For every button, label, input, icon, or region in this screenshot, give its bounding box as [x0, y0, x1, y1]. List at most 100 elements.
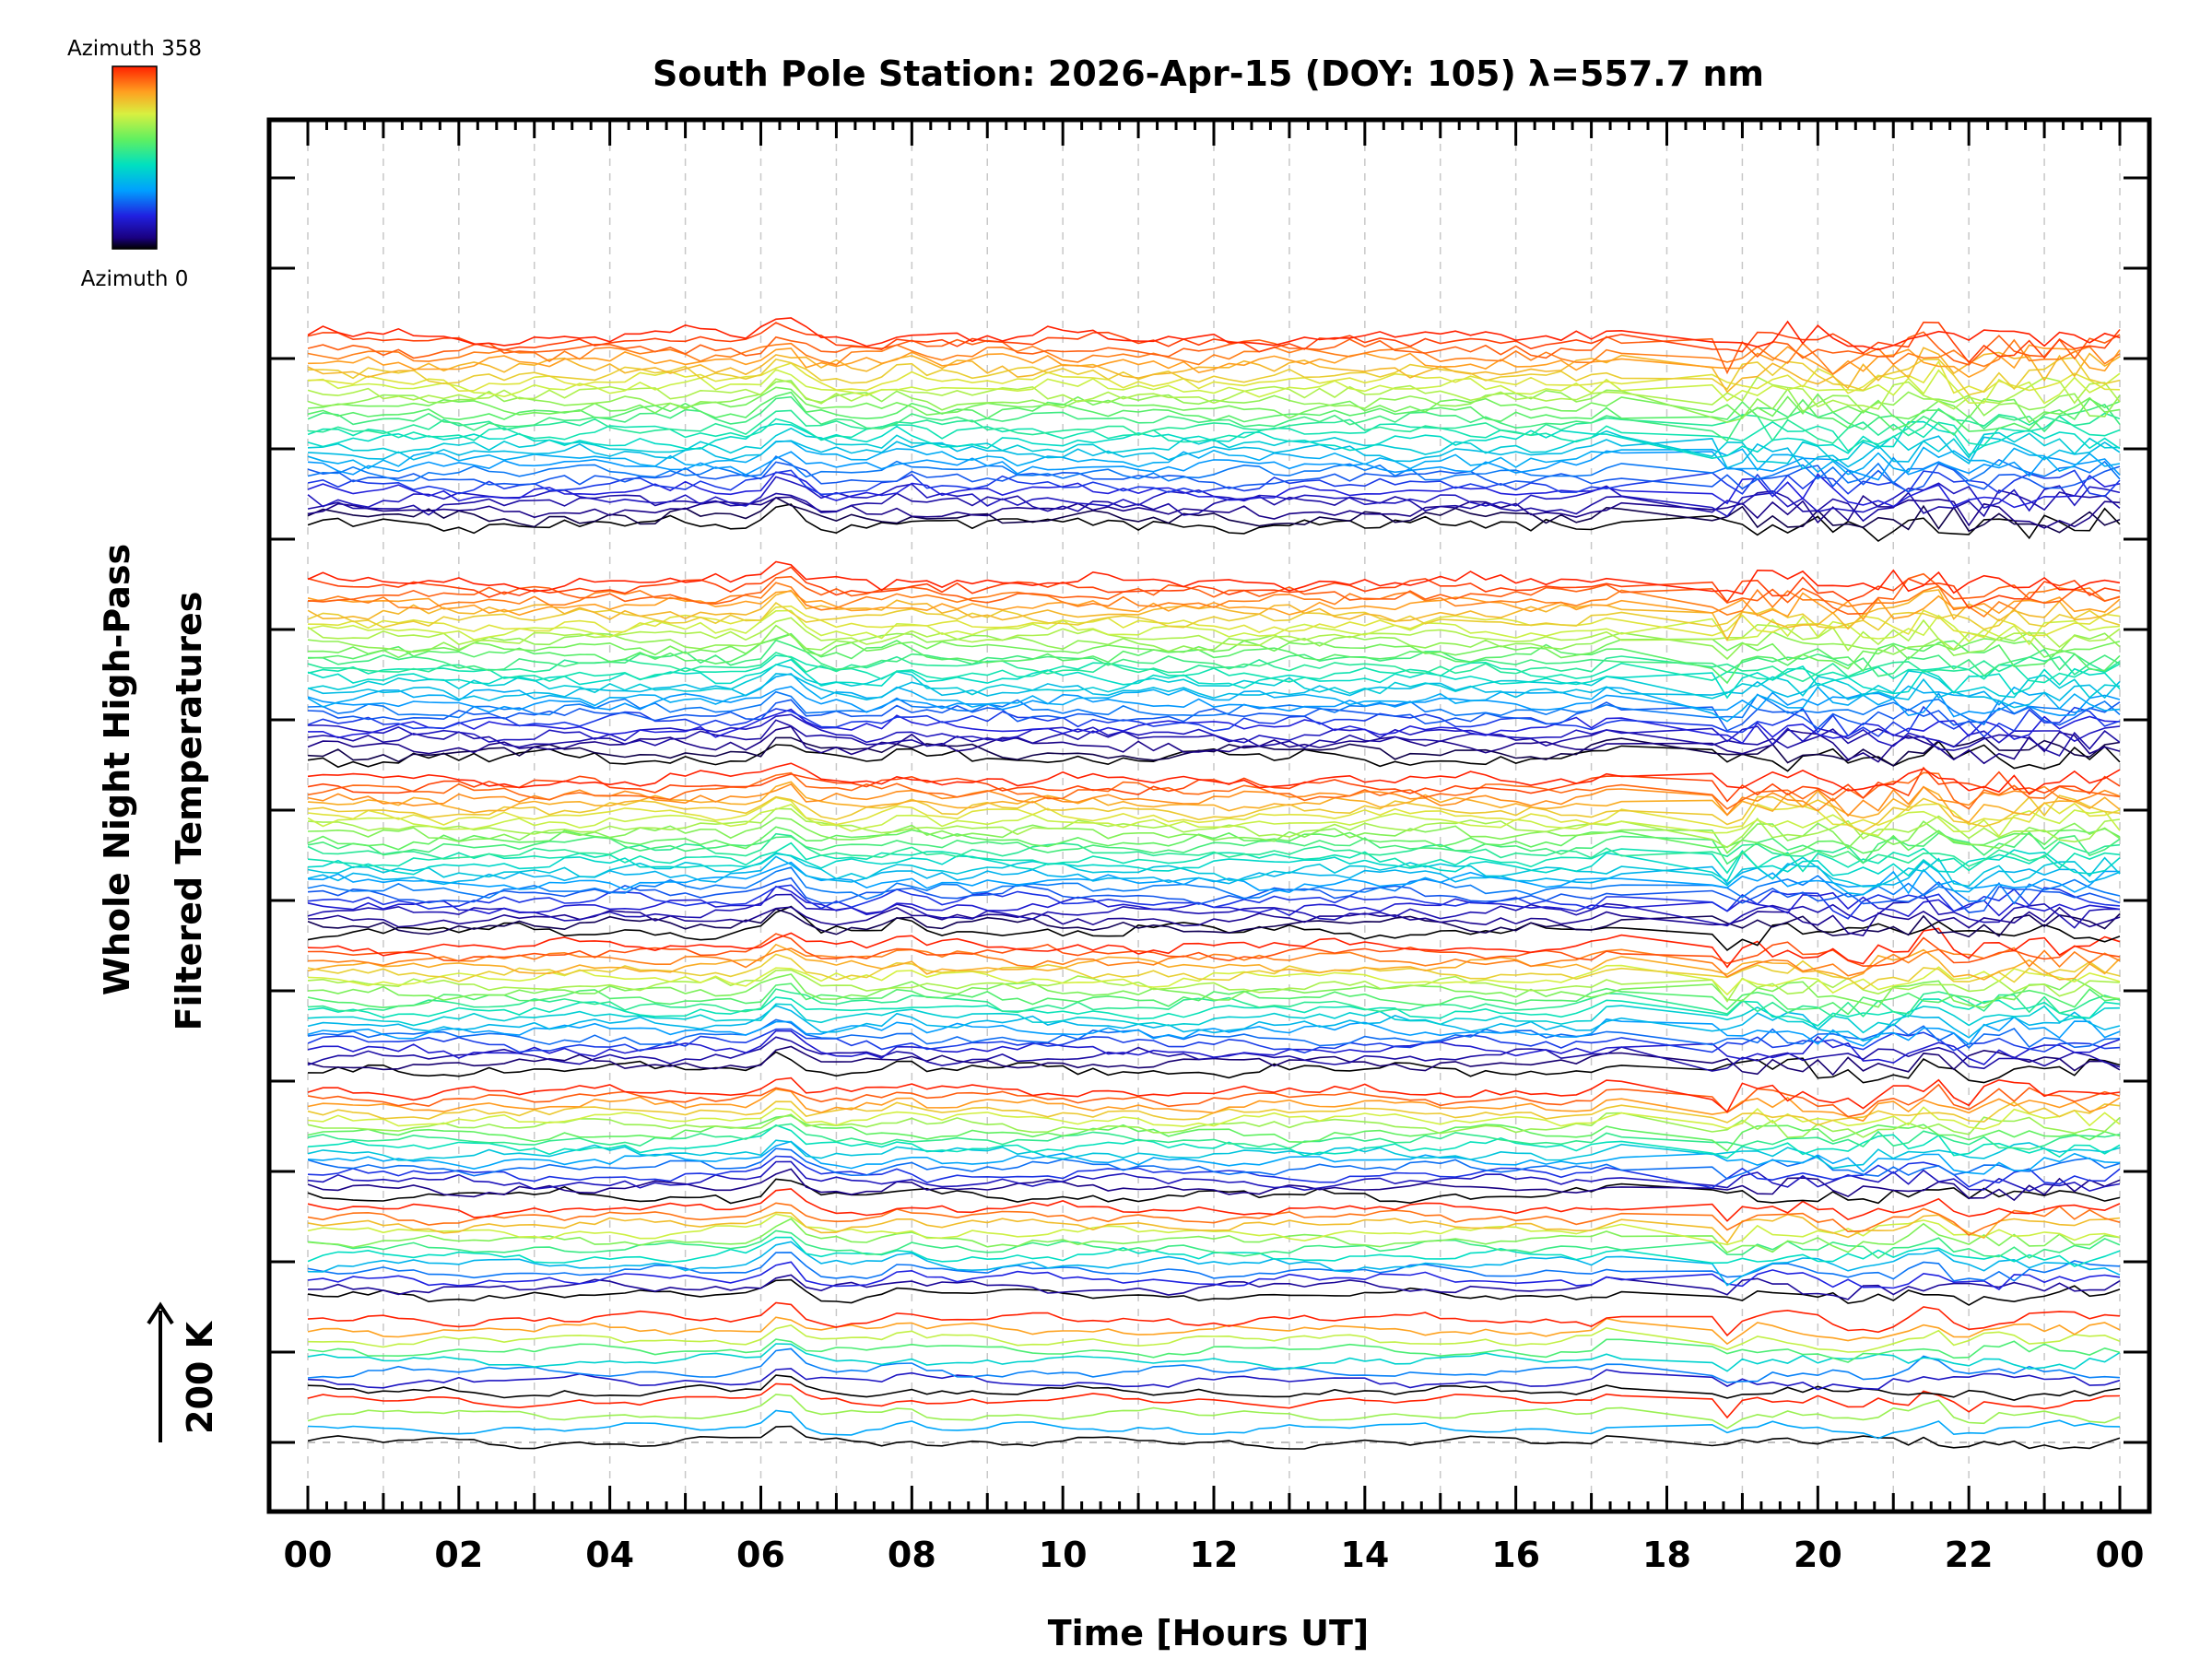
x-tick-label: 14: [1340, 1535, 1389, 1575]
series-line: [307, 415, 2121, 453]
series-line: [307, 1028, 2121, 1054]
series-line: [307, 469, 2121, 498]
x-tick-label: 22: [1945, 1535, 1994, 1575]
series-line: [307, 1106, 2121, 1130]
series-line: [307, 369, 2121, 405]
axis-ticks: [269, 120, 2149, 1512]
series-line: [307, 1241, 2121, 1287]
series-line: [307, 476, 2121, 518]
series-line: [307, 1083, 2121, 1118]
series-line: [307, 1160, 2121, 1193]
series-line: [307, 1077, 2121, 1113]
colorbar-label-bottom: Azimuth 0: [81, 267, 189, 291]
series-line: [307, 927, 2121, 969]
series-line: [307, 617, 2121, 652]
x-tick-label: 06: [736, 1535, 785, 1575]
series-line: [307, 1005, 2121, 1042]
series-line: [307, 849, 2121, 883]
series-line: [307, 664, 2121, 700]
series-line: [307, 852, 2121, 888]
series-line: [307, 771, 2121, 810]
series-line: [307, 953, 2121, 991]
series-line: [307, 494, 2121, 529]
series-line: [307, 964, 2121, 996]
series-line: [307, 321, 2121, 364]
series-line: [307, 489, 2121, 523]
series-line: [307, 1382, 2121, 1419]
series-line: [307, 1218, 2121, 1253]
series-line: [307, 1274, 2121, 1300]
series-line: [307, 1123, 2121, 1150]
series-line: [307, 1343, 2121, 1372]
series-line: [307, 658, 2121, 700]
x-tick-label: 10: [1039, 1535, 1088, 1575]
series-line: [307, 1425, 2121, 1450]
series-line: [307, 740, 2121, 772]
series-line: [307, 1003, 2121, 1034]
series-line: [307, 1409, 2121, 1440]
series-line: [307, 1016, 2121, 1047]
series-line: [307, 885, 2121, 918]
series-line: [307, 1301, 2121, 1337]
x-tick-label: 00: [284, 1535, 333, 1575]
series-line: [307, 1211, 2121, 1244]
series-line: [307, 1368, 2121, 1391]
series-line: [307, 566, 2121, 610]
series-line: [307, 420, 2121, 460]
x-tick-label: 16: [1491, 1535, 1540, 1575]
series-line: [307, 817, 2121, 854]
series-line: [307, 973, 2121, 1009]
series-line: [307, 496, 2121, 534]
series-line: [307, 1036, 2121, 1072]
series-line: [307, 1252, 2121, 1282]
y-axis-title-line2: Filtered Temperatures: [169, 592, 209, 1031]
series-line: [307, 427, 2121, 465]
series-line: [307, 1147, 2121, 1180]
series-line: [307, 317, 2121, 351]
series-line: [307, 1261, 2121, 1290]
series-line: [307, 654, 2121, 684]
series-line: [307, 713, 2121, 748]
series-line: [307, 1124, 2121, 1159]
series-line: [307, 1338, 2121, 1363]
series-line: [307, 803, 2121, 838]
series-line: [307, 1236, 2121, 1267]
series-line: [307, 455, 2121, 485]
series-line: [307, 605, 2121, 639]
series-line: [307, 590, 2121, 621]
series-line: [307, 781, 2121, 824]
colorbar: Azimuth 358 Azimuth 0: [67, 37, 202, 291]
series-line: [307, 1178, 2121, 1205]
series-line: [307, 1045, 2121, 1077]
x-tick-label: 08: [888, 1535, 936, 1575]
series-line: [307, 1155, 2121, 1189]
series-line: [307, 690, 2121, 725]
series-line: [307, 796, 2121, 830]
series-line: [307, 1030, 2121, 1065]
plot-frame: [266, 117, 2152, 1514]
series-line: [307, 639, 2121, 677]
series-line: [307, 1316, 2121, 1346]
series-line: [307, 673, 2121, 723]
series-line: [307, 1324, 2121, 1353]
series-line: [307, 686, 2121, 718]
series-line: [307, 1278, 2121, 1306]
scale-arrow: [147, 1301, 174, 1442]
series-line: [307, 386, 2121, 424]
x-tick-label: 04: [585, 1535, 634, 1575]
series-line: [307, 943, 2121, 981]
series-line: [307, 699, 2121, 732]
series-line: [307, 908, 2121, 938]
series-line: [307, 866, 2121, 905]
x-tick-labels: 00 02 04 06 08 10 12 14 16 18 20 22 00: [284, 1535, 2145, 1575]
series-line: [307, 855, 2121, 896]
series-line: [307, 391, 2121, 432]
series-line: [307, 1347, 2121, 1383]
series-line: [307, 572, 2121, 616]
series-line: [307, 877, 2121, 913]
series-line: [307, 359, 2121, 394]
series-line: [307, 705, 2121, 738]
series-line: [307, 861, 2121, 895]
y-axis-title-line1: Whole Night High-Pass: [97, 544, 137, 995]
